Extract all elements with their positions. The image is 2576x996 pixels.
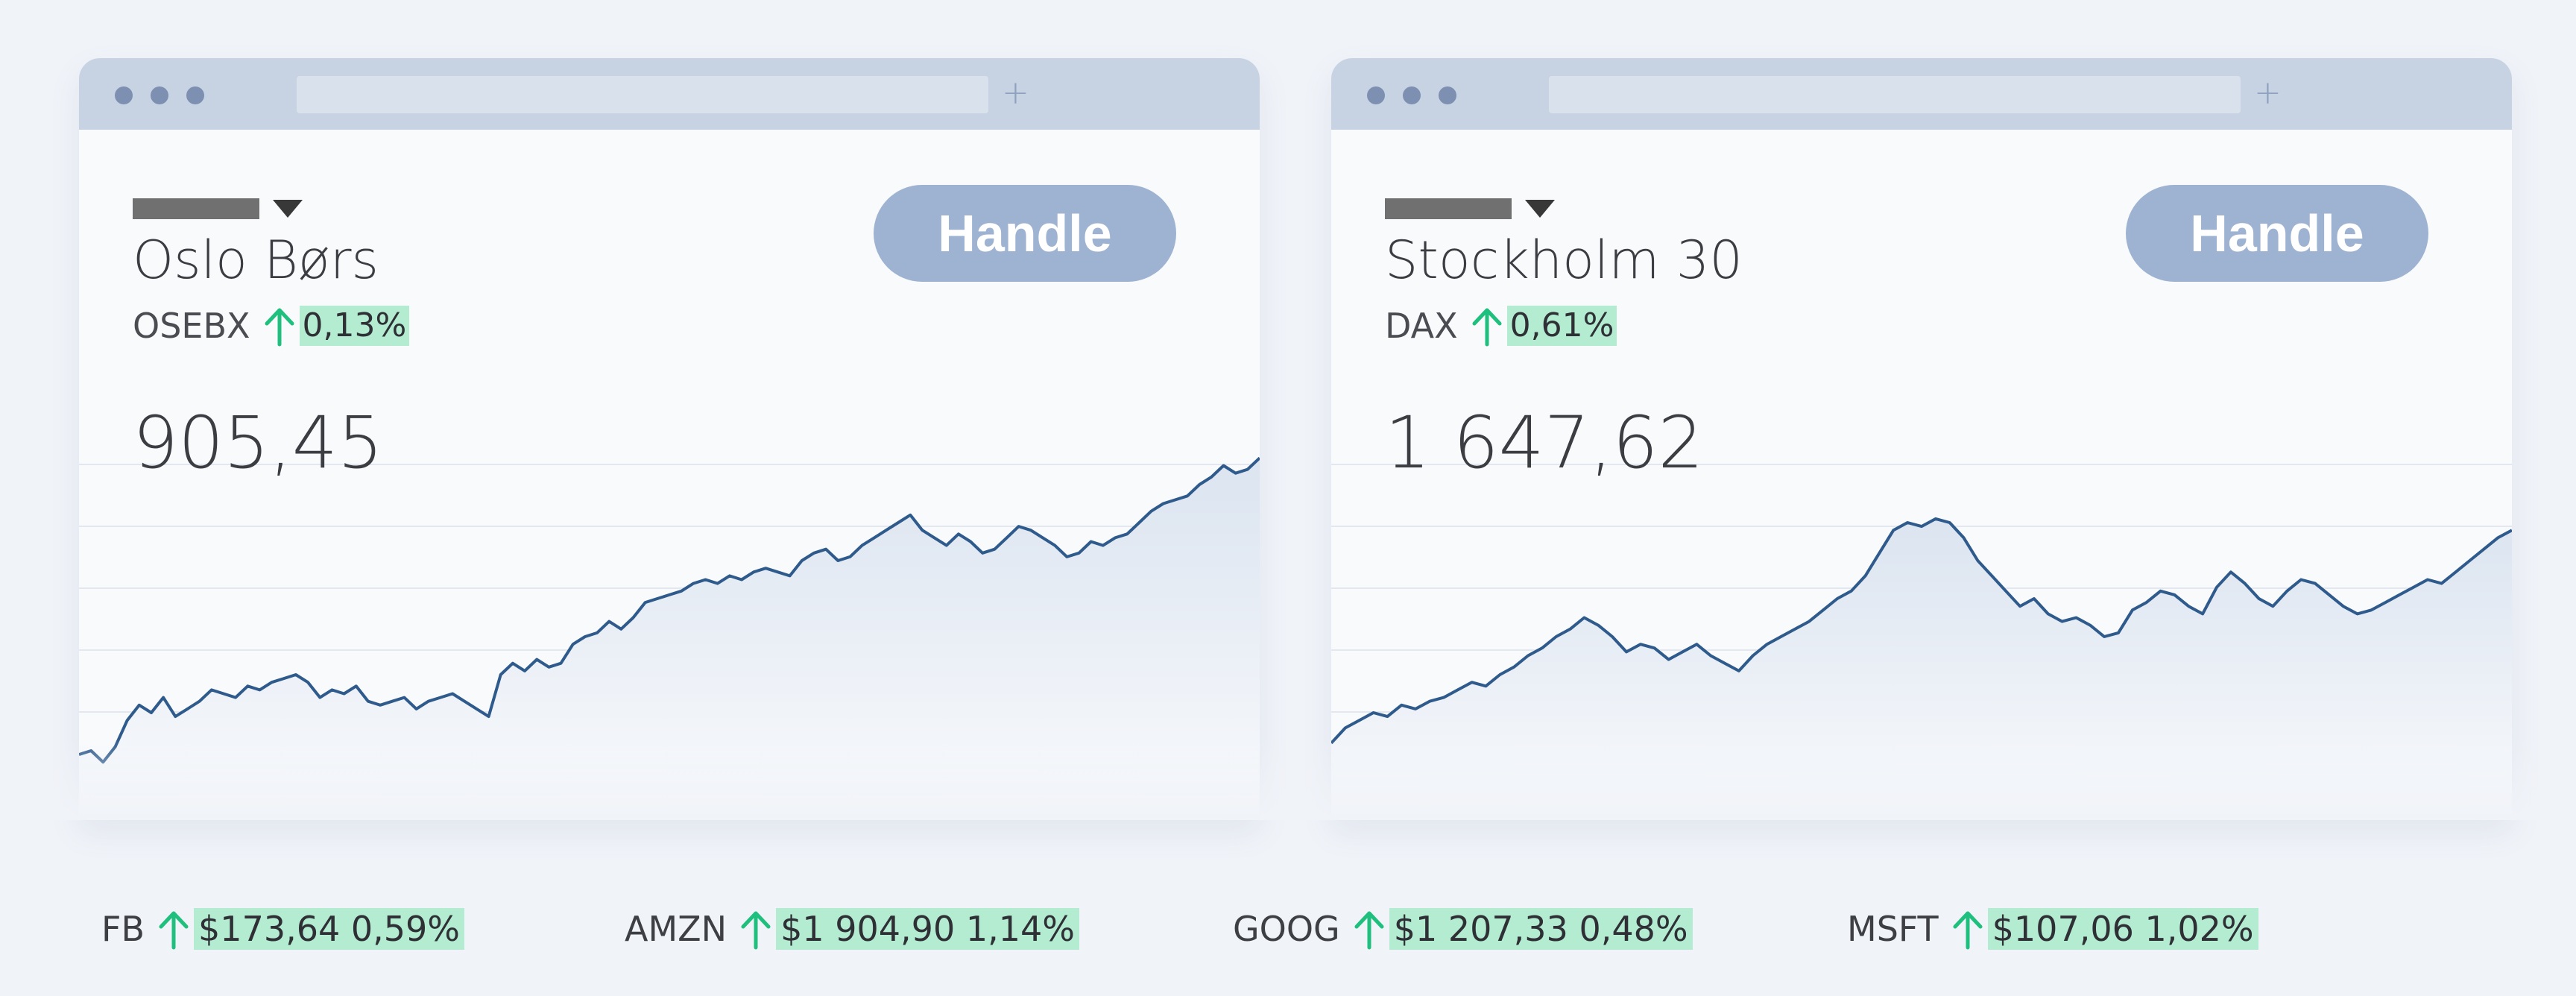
caret-down-icon[interactable] [273, 200, 303, 218]
market-title: Oslo Børs [133, 230, 379, 291]
market-selector-bar[interactable] [1385, 198, 1512, 219]
new-tab-plus-icon[interactable]: + [2254, 74, 2282, 112]
ticker-quote: $1 207,33 0,48% [1389, 908, 1693, 950]
new-tab-plus-icon[interactable]: + [1002, 74, 1029, 112]
arrow-up-icon [1472, 308, 1502, 347]
arrow-up-icon [741, 911, 771, 950]
market-selector-bar[interactable] [133, 198, 259, 219]
trade-button[interactable]: Handle [874, 185, 1176, 282]
arrow-up-icon [1953, 911, 1983, 950]
ticker-symbol: FB [101, 909, 145, 949]
window-dot-icon[interactable] [1403, 86, 1421, 104]
window-dot-icon[interactable] [1367, 86, 1385, 104]
change-badge: 0,13% [299, 306, 410, 346]
address-bar[interactable] [297, 76, 988, 113]
ticker-quote: $173,64 0,59% [194, 908, 465, 950]
index-ticker-row: OSEBX 0,13% [133, 304, 410, 347]
browser-titlebar: + [1331, 58, 2512, 130]
market-window-stockholm: + Stockholm 30 DAX 0,61% 1 647,62 Handle [1331, 58, 2512, 819]
index-value: 905,45 [133, 401, 383, 485]
ticker-symbol: MSFT [1847, 909, 1939, 949]
series-line [79, 456, 1260, 764]
stock-ticker-goog[interactable]: GOOG $1 207,33 0,48% [1233, 907, 1693, 951]
index-value: 1 647,62 [1385, 401, 1704, 485]
change-badge: 0,61% [1506, 306, 1617, 346]
window-dot-icon[interactable] [115, 86, 133, 104]
stock-ticker-msft[interactable]: MSFT $107,06 1,02% [1847, 907, 2258, 951]
browser-titlebar: + [79, 58, 1260, 130]
arrow-up-icon [1354, 911, 1384, 950]
caret-down-icon[interactable] [1525, 200, 1555, 218]
market-window-oslo: + Oslo Børs OSEBX 0,13% 905,45 Handle [79, 58, 1260, 819]
index-ticker-row: DAX 0,61% [1385, 304, 1617, 347]
trade-button[interactable]: Handle [2126, 185, 2428, 282]
stock-ticker-fb[interactable]: FB $173,64 0,59% [101, 907, 465, 951]
series-area [79, 458, 1260, 819]
bottom-fade [0, 738, 2576, 820]
ticker-symbol: AMZN [625, 909, 727, 949]
stock-ticker-amzn[interactable]: AMZN $1 904,90 1,14% [625, 907, 1079, 951]
ticker-quote: $1 904,90 1,14% [776, 908, 1079, 950]
window-dot-icon[interactable] [186, 86, 204, 104]
window-dot-icon[interactable] [1439, 86, 1456, 104]
ticker-symbol: GOOG [1233, 909, 1340, 949]
index-ticker-code: DAX [1385, 306, 1458, 346]
arrow-up-icon [159, 911, 189, 950]
ticker-quote: $107,06 1,02% [1987, 908, 2258, 950]
series-line [1331, 517, 2512, 745]
window-dot-icon[interactable] [151, 86, 168, 104]
market-title: Stockholm 30 [1385, 230, 1743, 291]
arrow-up-icon [265, 308, 294, 347]
address-bar[interactable] [1549, 76, 2241, 113]
index-ticker-code: OSEBX [133, 306, 250, 346]
